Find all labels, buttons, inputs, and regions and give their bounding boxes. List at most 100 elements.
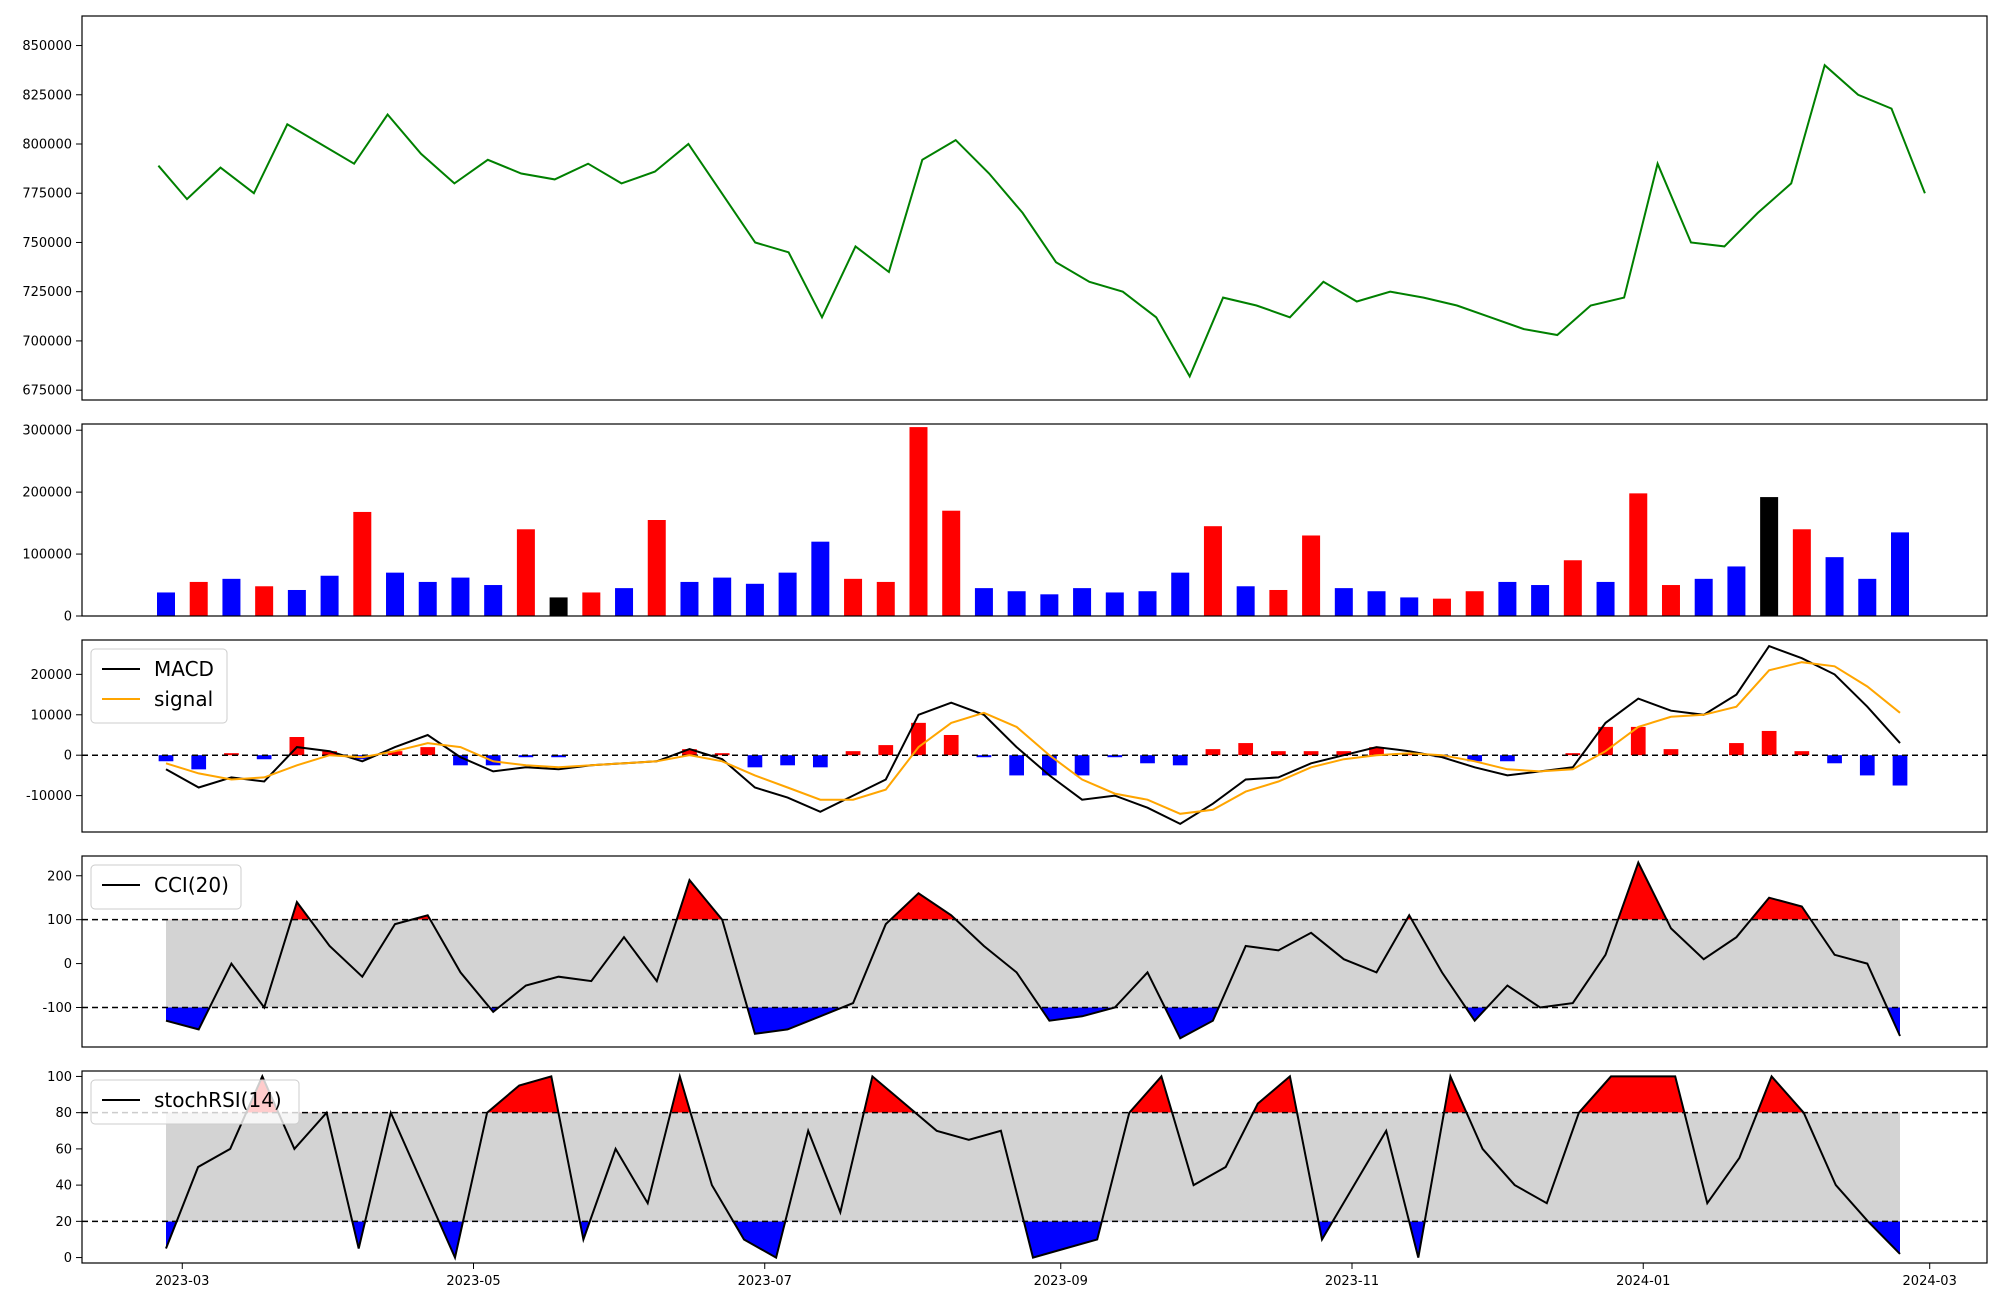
volume-bar: [1727, 566, 1746, 616]
macd-histogram-bar: [453, 755, 468, 766]
legend-label: CCI(20): [154, 873, 229, 897]
volume-panel: 0 100000 200000 300000: [22, 423, 1988, 625]
macd-histogram-bar: [224, 753, 239, 756]
y-tick-label: 80: [55, 1106, 72, 1121]
volume-bar: [1694, 578, 1713, 616]
volume-bar: [1531, 585, 1550, 616]
volume-bar: [1138, 591, 1157, 616]
x-tick-label: 2023-03: [155, 1274, 209, 1289]
macd-histogram-bar: [1336, 751, 1352, 756]
volume-bar: [222, 578, 241, 616]
volume-bar: [1432, 598, 1451, 616]
macd-histogram-bar: [387, 751, 403, 756]
macd-histogram-bar: [1009, 755, 1025, 776]
macd-histogram-bar: [1271, 751, 1286, 756]
oversold-fill: [166, 1221, 1900, 1258]
volume-bar: [647, 520, 666, 616]
volume-bar: [1203, 526, 1222, 616]
volume-bar: [1498, 581, 1517, 616]
y-tick-label: 20: [55, 1215, 72, 1230]
volume-bar: [1596, 581, 1615, 616]
volume-bar: [876, 581, 895, 616]
macd-histogram-bar: [1761, 730, 1777, 756]
x-tick-label: 2024-01: [1616, 1274, 1670, 1289]
volume-bar: [1302, 535, 1321, 616]
macd-histogram-bar: [518, 755, 534, 758]
stochrsi-panel: 0 20 40 60 80 100 stochRSI(14): [47, 1070, 1988, 1266]
macd-histogram-bar: [1369, 747, 1384, 756]
y-tick-label: 200000: [22, 486, 72, 501]
volume-bar: [255, 586, 274, 616]
macd-histogram-bar: [976, 755, 992, 758]
volume-bar: [1563, 560, 1582, 616]
macd-histogram-bar: [1205, 749, 1221, 756]
panel-border: [81, 855, 1988, 1048]
y-tick-label: 40: [55, 1179, 72, 1194]
x-tick-label: 2024-03: [1903, 1274, 1957, 1289]
indicator-line: [165, 860, 1901, 1040]
volume-bar: [1629, 493, 1648, 616]
volume-bar: [157, 592, 175, 616]
volume-bar: [1105, 592, 1124, 616]
macd-histogram-bar: [1729, 743, 1744, 756]
y-tick-label: 775000: [22, 187, 72, 202]
legend-box: [90, 1079, 300, 1125]
macd-histogram-bar: [1827, 755, 1842, 764]
macd-line: [165, 644, 1901, 826]
macd-histogram-bar: [322, 751, 337, 756]
price-line: [157, 63, 1926, 379]
volume-bar: [909, 427, 928, 616]
price-panel: 675000 700000 725000 750000 775000 800000 8250…: [22, 15, 1988, 401]
volume-bar: [1760, 497, 1779, 616]
macd-histogram-bar: [1892, 755, 1908, 786]
y-tick-label: 10000: [31, 708, 72, 723]
volume-bar: [189, 581, 208, 616]
x-axis: 2023-03 2023-05 2023-07 2023-09 2023-11 2024-…: [155, 1263, 1957, 1289]
y-tick-label: 700000: [22, 334, 72, 349]
y-tick-label: 800000: [22, 138, 72, 153]
y-tick-label: 100000: [22, 548, 72, 563]
macd-histogram-bar: [878, 745, 894, 756]
neutral-band: [166, 1112, 1900, 1222]
macd-histogram-bar: [812, 755, 828, 768]
neutral-band: [166, 919, 1900, 1008]
y-tick-label: 100: [47, 913, 72, 928]
macd-histogram-bar: [943, 734, 959, 756]
y-tick-label: 20000: [31, 668, 72, 683]
volume-bar: [1269, 589, 1288, 616]
y-tick-label: 60: [55, 1142, 72, 1157]
volume-bar: [1792, 529, 1811, 616]
macd-panel: -10000 0 10000 20000 MACD signal: [26, 639, 1988, 833]
macd-histogram-bar: [1074, 755, 1090, 776]
y-tick-label: 825000: [22, 88, 72, 103]
panel-border: [81, 1070, 1988, 1264]
volume-bar: [516, 529, 535, 616]
legend-label: MACD: [154, 657, 214, 681]
macd-histogram-bar: [1238, 743, 1254, 756]
volume-bar: [549, 597, 568, 616]
y-tick-label: 300000: [22, 424, 72, 439]
volume-bar: [1858, 578, 1877, 616]
volume-bar: [386, 572, 405, 616]
panel-border: [81, 15, 1988, 401]
volume-bar: [615, 588, 634, 616]
volume-bar: [1661, 585, 1680, 616]
volume-bar: [353, 511, 372, 616]
macd-histogram-bar: [256, 755, 272, 760]
volume-bar: [1171, 572, 1190, 616]
legend-box: [90, 864, 242, 910]
volume-bar: [745, 583, 764, 616]
volume-bar: [582, 592, 601, 616]
macd-histogram-bar: [1467, 755, 1483, 762]
volume-bar: [320, 575, 339, 616]
macd-histogram-bar: [747, 755, 763, 768]
legend: stochRSI(14): [90, 1079, 300, 1125]
macd-histogram-bar: [1794, 751, 1810, 756]
volume-bar: [778, 572, 797, 616]
cci-panel: -100 0 100 200 CCI(20): [42, 855, 1988, 1048]
x-tick-label: 2023-05: [446, 1274, 500, 1289]
y-tick-label: -10000: [26, 789, 72, 804]
volume-bar: [680, 581, 699, 616]
y-tick-label: 200: [47, 869, 72, 884]
